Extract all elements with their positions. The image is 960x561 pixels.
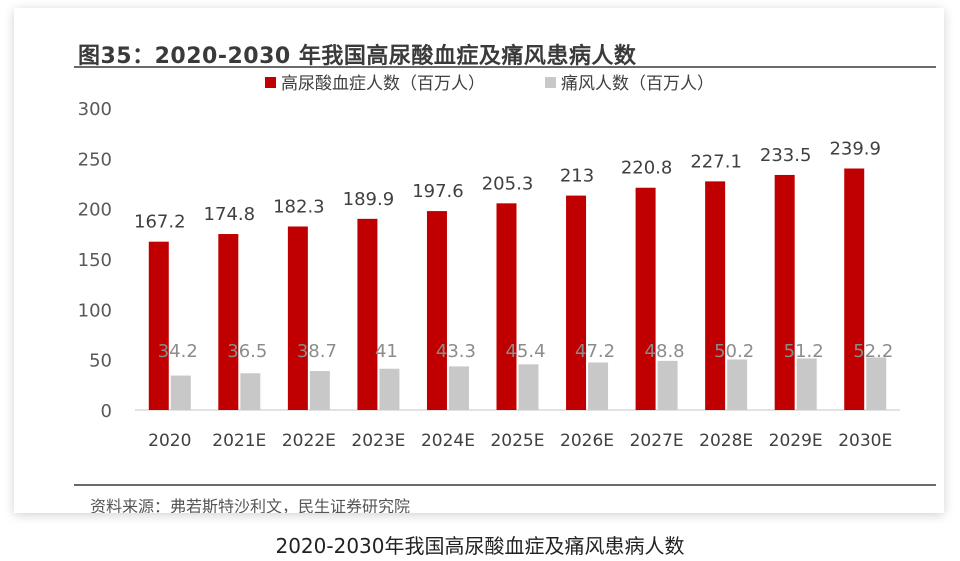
gout-value-label: 41 [375,341,398,362]
gout-bar [448,366,469,410]
hyperuricemia-bar [218,234,239,410]
figure-title: 图35：2020-2030 年我国高尿酸血症及痛风患病人数 [78,44,637,69]
hyperuricemia-value-label: 167.2 [134,212,186,233]
x-tick-label: 2026E [560,431,614,451]
hyperuricemia-value-label: 239.9 [829,139,881,160]
hyperuricemia-bar [496,203,517,410]
gout-bar [518,364,539,410]
x-tick-label: 2028E [699,431,753,451]
gout-value-label: 38.7 [297,341,337,362]
hyperuricemia-value-label: 174.8 [204,204,256,225]
y-tick-label: 250 [78,149,112,170]
gout-bar [727,359,748,410]
gout-bar [379,368,400,410]
gout-value-label: 48.8 [645,341,685,362]
hyperuricemia-value-label: 182.3 [273,196,325,217]
gout-value-label: 36.5 [227,341,267,362]
hyperuricemia-bar [635,187,656,410]
source-note: 资料来源：弗若斯特沙利文，民生证券研究院 [90,497,411,513]
gout-value-label: 45.4 [505,341,545,362]
hyperuricemia-value-label: 205.3 [482,173,534,194]
y-tick-label: 50 [89,351,112,372]
gout-value-label: 52.2 [853,341,893,362]
x-tick-label: 2021E [212,431,266,451]
gout-bar [240,373,261,410]
x-tick-label: 2027E [630,431,684,451]
hyperuricemia-bar [148,241,169,410]
x-tick-label: 2025E [490,431,544,451]
hyperuricemia-value-label: 233.5 [760,145,812,166]
x-tick-label: 2030E [838,431,892,451]
hyperuricemia-bar [705,181,726,410]
legend-item-hyperuricemia-swatch [265,77,276,88]
x-tick-label: 2020 [148,431,191,451]
gout-value-label: 34.2 [158,341,198,362]
hyperuricemia-value-label: 227.1 [690,151,742,172]
gout-bar [866,357,887,410]
hyperuricemia-bar [566,195,587,410]
gout-bar [796,358,817,410]
hyperuricemia-bar [287,226,308,410]
source-divider [74,484,936,486]
x-tick-label: 2024E [421,431,475,451]
legend-item-gout-swatch [545,77,556,88]
hyperuricemia-value-label: 213 [560,166,594,187]
hyperuricemia-value-label: 220.8 [621,158,673,179]
hyperuricemia-bar [426,211,447,410]
gout-bar [588,362,609,410]
title-divider [74,66,936,68]
gout-bar [309,371,330,410]
y-tick-label: 150 [78,250,112,271]
hyperuricemia-value-label: 189.9 [343,189,395,210]
hyperuricemia-bar [844,168,865,410]
gout-bar [657,360,678,410]
x-tick-label: 2022E [282,431,336,451]
gout-value-label: 50.2 [714,341,754,362]
gout-value-label: 51.2 [784,341,824,362]
hyperuricemia-bar [357,218,378,410]
y-tick-label: 200 [78,200,112,221]
gout-value-label: 47.2 [575,341,615,362]
legend-item-hyperuricemia-label: 高尿酸血症人数（百万人） [281,74,485,94]
x-tick-label: 2023E [351,431,405,451]
gout-bar [170,375,191,410]
gout-value-label: 43.3 [436,341,476,362]
hyperuricemia-value-label: 197.6 [412,181,464,202]
y-tick-label: 0 [101,401,112,422]
y-tick-label: 300 [78,99,112,120]
y-tick-label: 100 [78,300,112,321]
hyperuricemia-bar [774,174,795,410]
image-caption: 2020-2030年我国高尿酸血症及痛风患病人数 [275,534,685,558]
legend-item-gout-label: 痛风人数（百万人） [561,74,714,94]
x-tick-label: 2029E [769,431,823,451]
